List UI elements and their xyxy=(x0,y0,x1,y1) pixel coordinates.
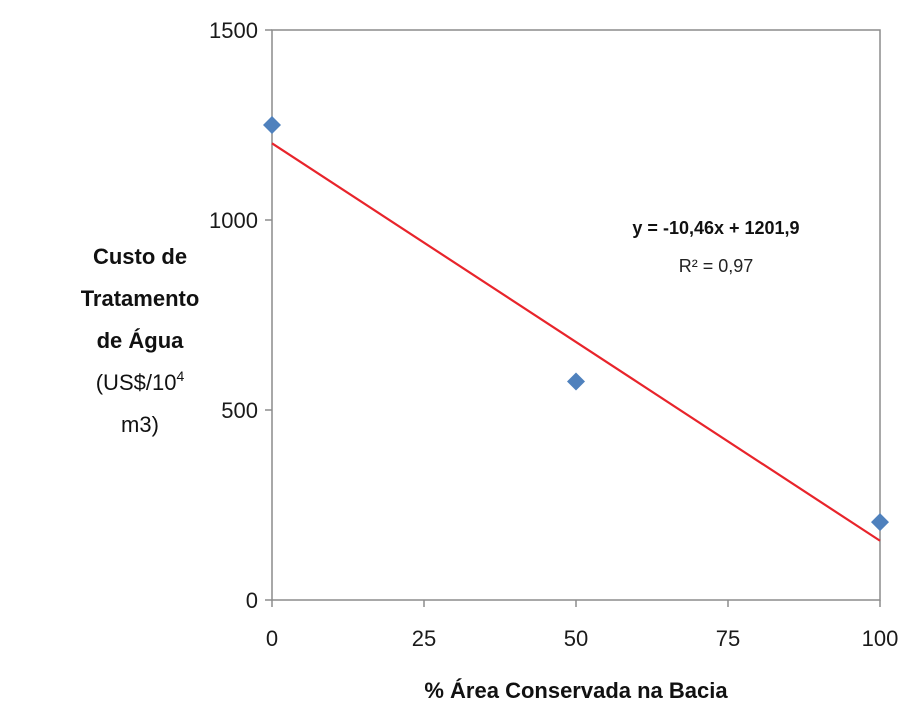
y-axis-title: Custo de Tratamento de Água (US$/104 m3) xyxy=(81,244,200,437)
data-point xyxy=(567,372,585,391)
y-axis-title-line: de Água xyxy=(97,328,185,353)
x-axis-title: % Área Conservada na Bacia xyxy=(424,678,728,703)
y-axis-title-line: (US$/104 xyxy=(96,368,185,395)
x-tick-label: 25 xyxy=(412,626,436,651)
y-tick-label: 1000 xyxy=(209,208,258,233)
plot-area xyxy=(271,29,881,601)
y-axis-title-superscript: 4 xyxy=(176,368,184,384)
data-points xyxy=(263,116,889,532)
y-axis-ticks: 0 500 1000 1500 xyxy=(209,18,272,613)
data-point xyxy=(263,116,281,134)
x-tick-label: 50 xyxy=(564,626,588,651)
trendline-group xyxy=(271,142,881,542)
x-tick-label: 100 xyxy=(862,626,899,651)
y-tick-label: 0 xyxy=(246,588,258,613)
data-point xyxy=(871,513,889,532)
x-tick-label: 0 xyxy=(266,626,278,651)
trendline xyxy=(271,142,881,542)
trendline-r2: R² = 0,97 xyxy=(679,256,754,276)
y-axis-title-line: m3) xyxy=(121,412,159,437)
x-tick-label: 75 xyxy=(716,626,740,651)
y-axis-title-line: Custo de xyxy=(93,244,187,269)
y-tick-label: 1500 xyxy=(209,18,258,43)
x-axis-ticks: 0 25 50 75 100 xyxy=(266,600,898,651)
y-axis-title-line: Tratamento xyxy=(81,286,200,311)
trendline-equation: y = -10,46x + 1201,9 xyxy=(632,218,799,238)
y-tick-label: 500 xyxy=(221,398,258,423)
